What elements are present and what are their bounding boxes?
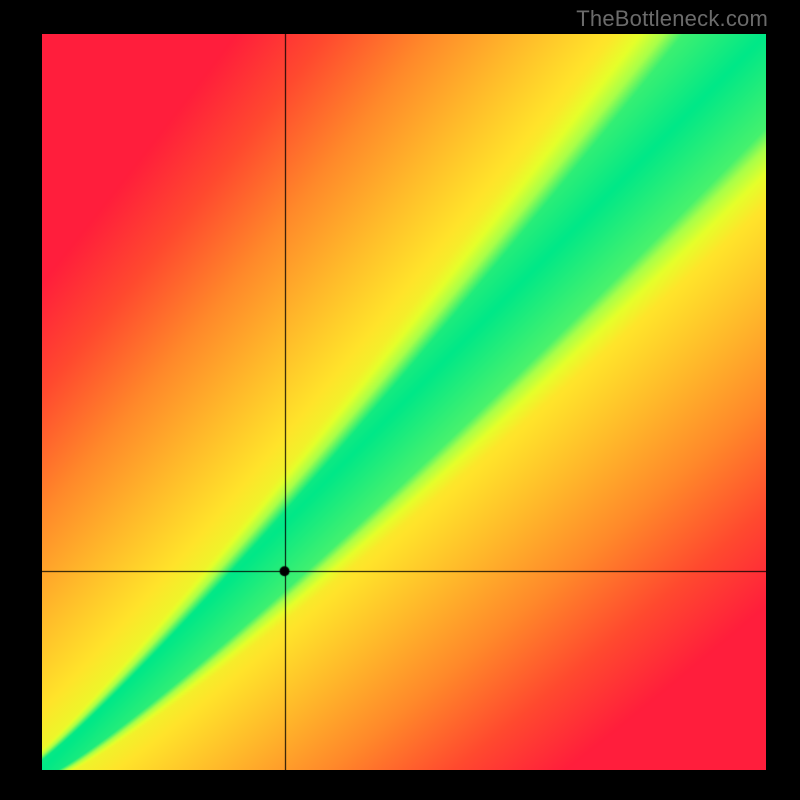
bottleneck-heatmap — [42, 34, 766, 770]
watermark-text: TheBottleneck.com — [576, 6, 768, 32]
chart-container: { "watermark": { "text": "TheBottleneck.… — [0, 0, 800, 800]
